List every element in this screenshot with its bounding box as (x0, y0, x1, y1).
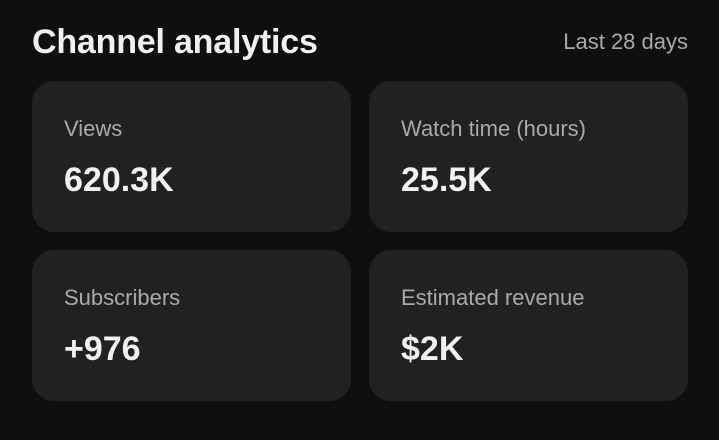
metric-card-estimated-revenue[interactable]: Estimated revenue $2K (369, 250, 688, 401)
metrics-grid: Views 620.3K Watch time (hours) 25.5K Su… (32, 81, 688, 401)
metric-value: 620.3K (64, 161, 174, 199)
analytics-header: Channel analytics Last 28 days (32, 20, 688, 64)
metric-value: $2K (401, 330, 464, 368)
metric-card-watch-time[interactable]: Watch time (hours) 25.5K (369, 81, 688, 232)
metric-label: Watch time (hours) (401, 116, 587, 141)
metric-label: Views (64, 116, 123, 141)
metric-label: Subscribers (64, 285, 181, 310)
page-title: Channel analytics (32, 23, 318, 61)
metric-value: 25.5K (401, 161, 492, 199)
metric-card-views[interactable]: Views 620.3K (32, 81, 351, 232)
metric-label: Estimated revenue (401, 285, 585, 310)
metric-value: +976 (64, 330, 141, 368)
metric-card-subscribers[interactable]: Subscribers +976 (32, 250, 351, 401)
date-range-label[interactable]: Last 28 days (563, 29, 688, 54)
